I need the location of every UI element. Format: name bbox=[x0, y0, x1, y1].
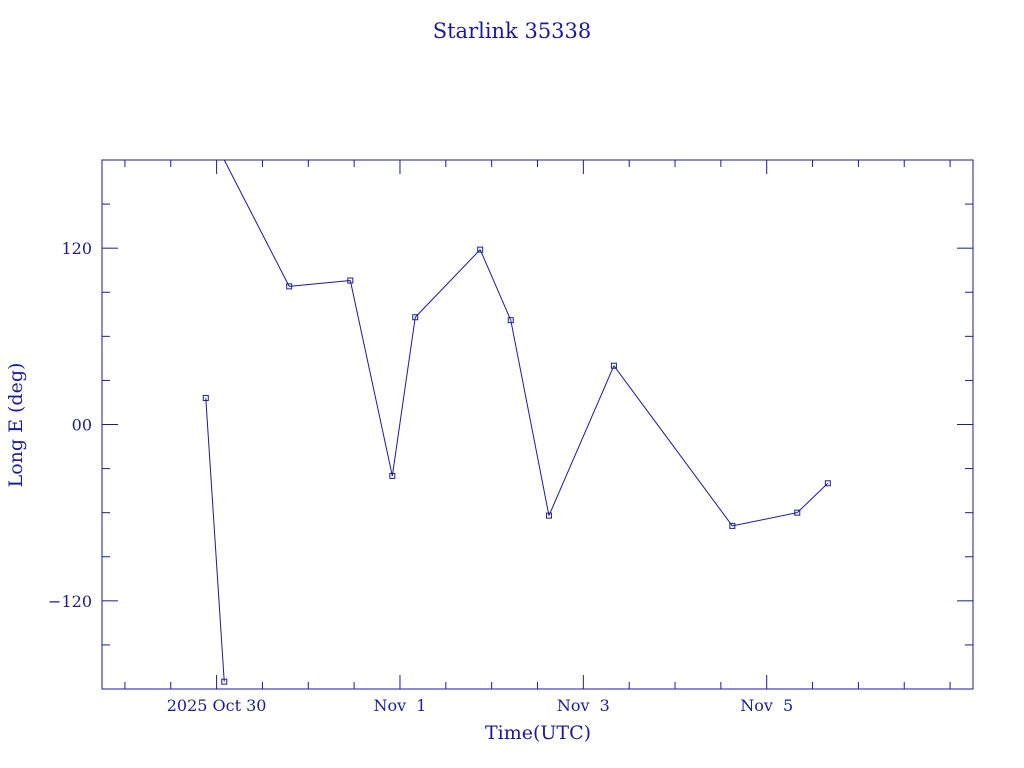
data-point bbox=[507, 317, 514, 324]
series-line-segment bbox=[796, 482, 829, 514]
y-tick-label: 00 bbox=[72, 416, 92, 435]
plot-frame bbox=[101, 159, 974, 690]
data-point bbox=[202, 395, 209, 402]
data-point bbox=[610, 362, 617, 369]
data-point bbox=[412, 314, 419, 321]
data-point bbox=[824, 480, 831, 487]
y-axis-label: Long E (deg) bbox=[5, 363, 27, 488]
x-tick-label: Nov 3 bbox=[557, 696, 610, 715]
data-point bbox=[545, 512, 552, 519]
series-line-segment bbox=[289, 279, 351, 287]
series-line-segment bbox=[414, 249, 481, 318]
series-line-segment bbox=[613, 365, 733, 527]
series-layer bbox=[202, 159, 831, 685]
data-point bbox=[729, 522, 736, 529]
series-line-segment bbox=[349, 280, 393, 477]
data-point bbox=[221, 678, 228, 685]
data-point bbox=[794, 509, 801, 516]
series-line-segment bbox=[223, 159, 290, 287]
x-axis-ticks: 2025 Oct 30 Nov 1 Nov 3 Nov 5 bbox=[124, 160, 951, 715]
data-point bbox=[286, 283, 293, 290]
series-line-segment bbox=[391, 317, 416, 477]
series-line-segment bbox=[732, 512, 798, 527]
series-line-segment bbox=[548, 365, 615, 516]
x-tick-label: Nov 5 bbox=[740, 696, 793, 715]
data-point bbox=[389, 472, 396, 479]
chart-title: Starlink 35338 bbox=[433, 19, 592, 43]
x-axis-label: Time(UTC) bbox=[485, 722, 591, 744]
x-tick-label: 2025 Oct 30 bbox=[167, 696, 267, 715]
data-point bbox=[477, 246, 484, 253]
series-line-segment bbox=[479, 249, 512, 321]
y-axis-ticks: 120 00 −120 bbox=[48, 203, 973, 646]
y-tick-label: −120 bbox=[48, 592, 92, 611]
x-tick-label: Nov 1 bbox=[373, 696, 426, 715]
data-point bbox=[347, 277, 354, 284]
series-line-segment bbox=[510, 320, 550, 516]
series-line-segment bbox=[205, 398, 225, 682]
y-tick-label: 120 bbox=[61, 239, 92, 258]
